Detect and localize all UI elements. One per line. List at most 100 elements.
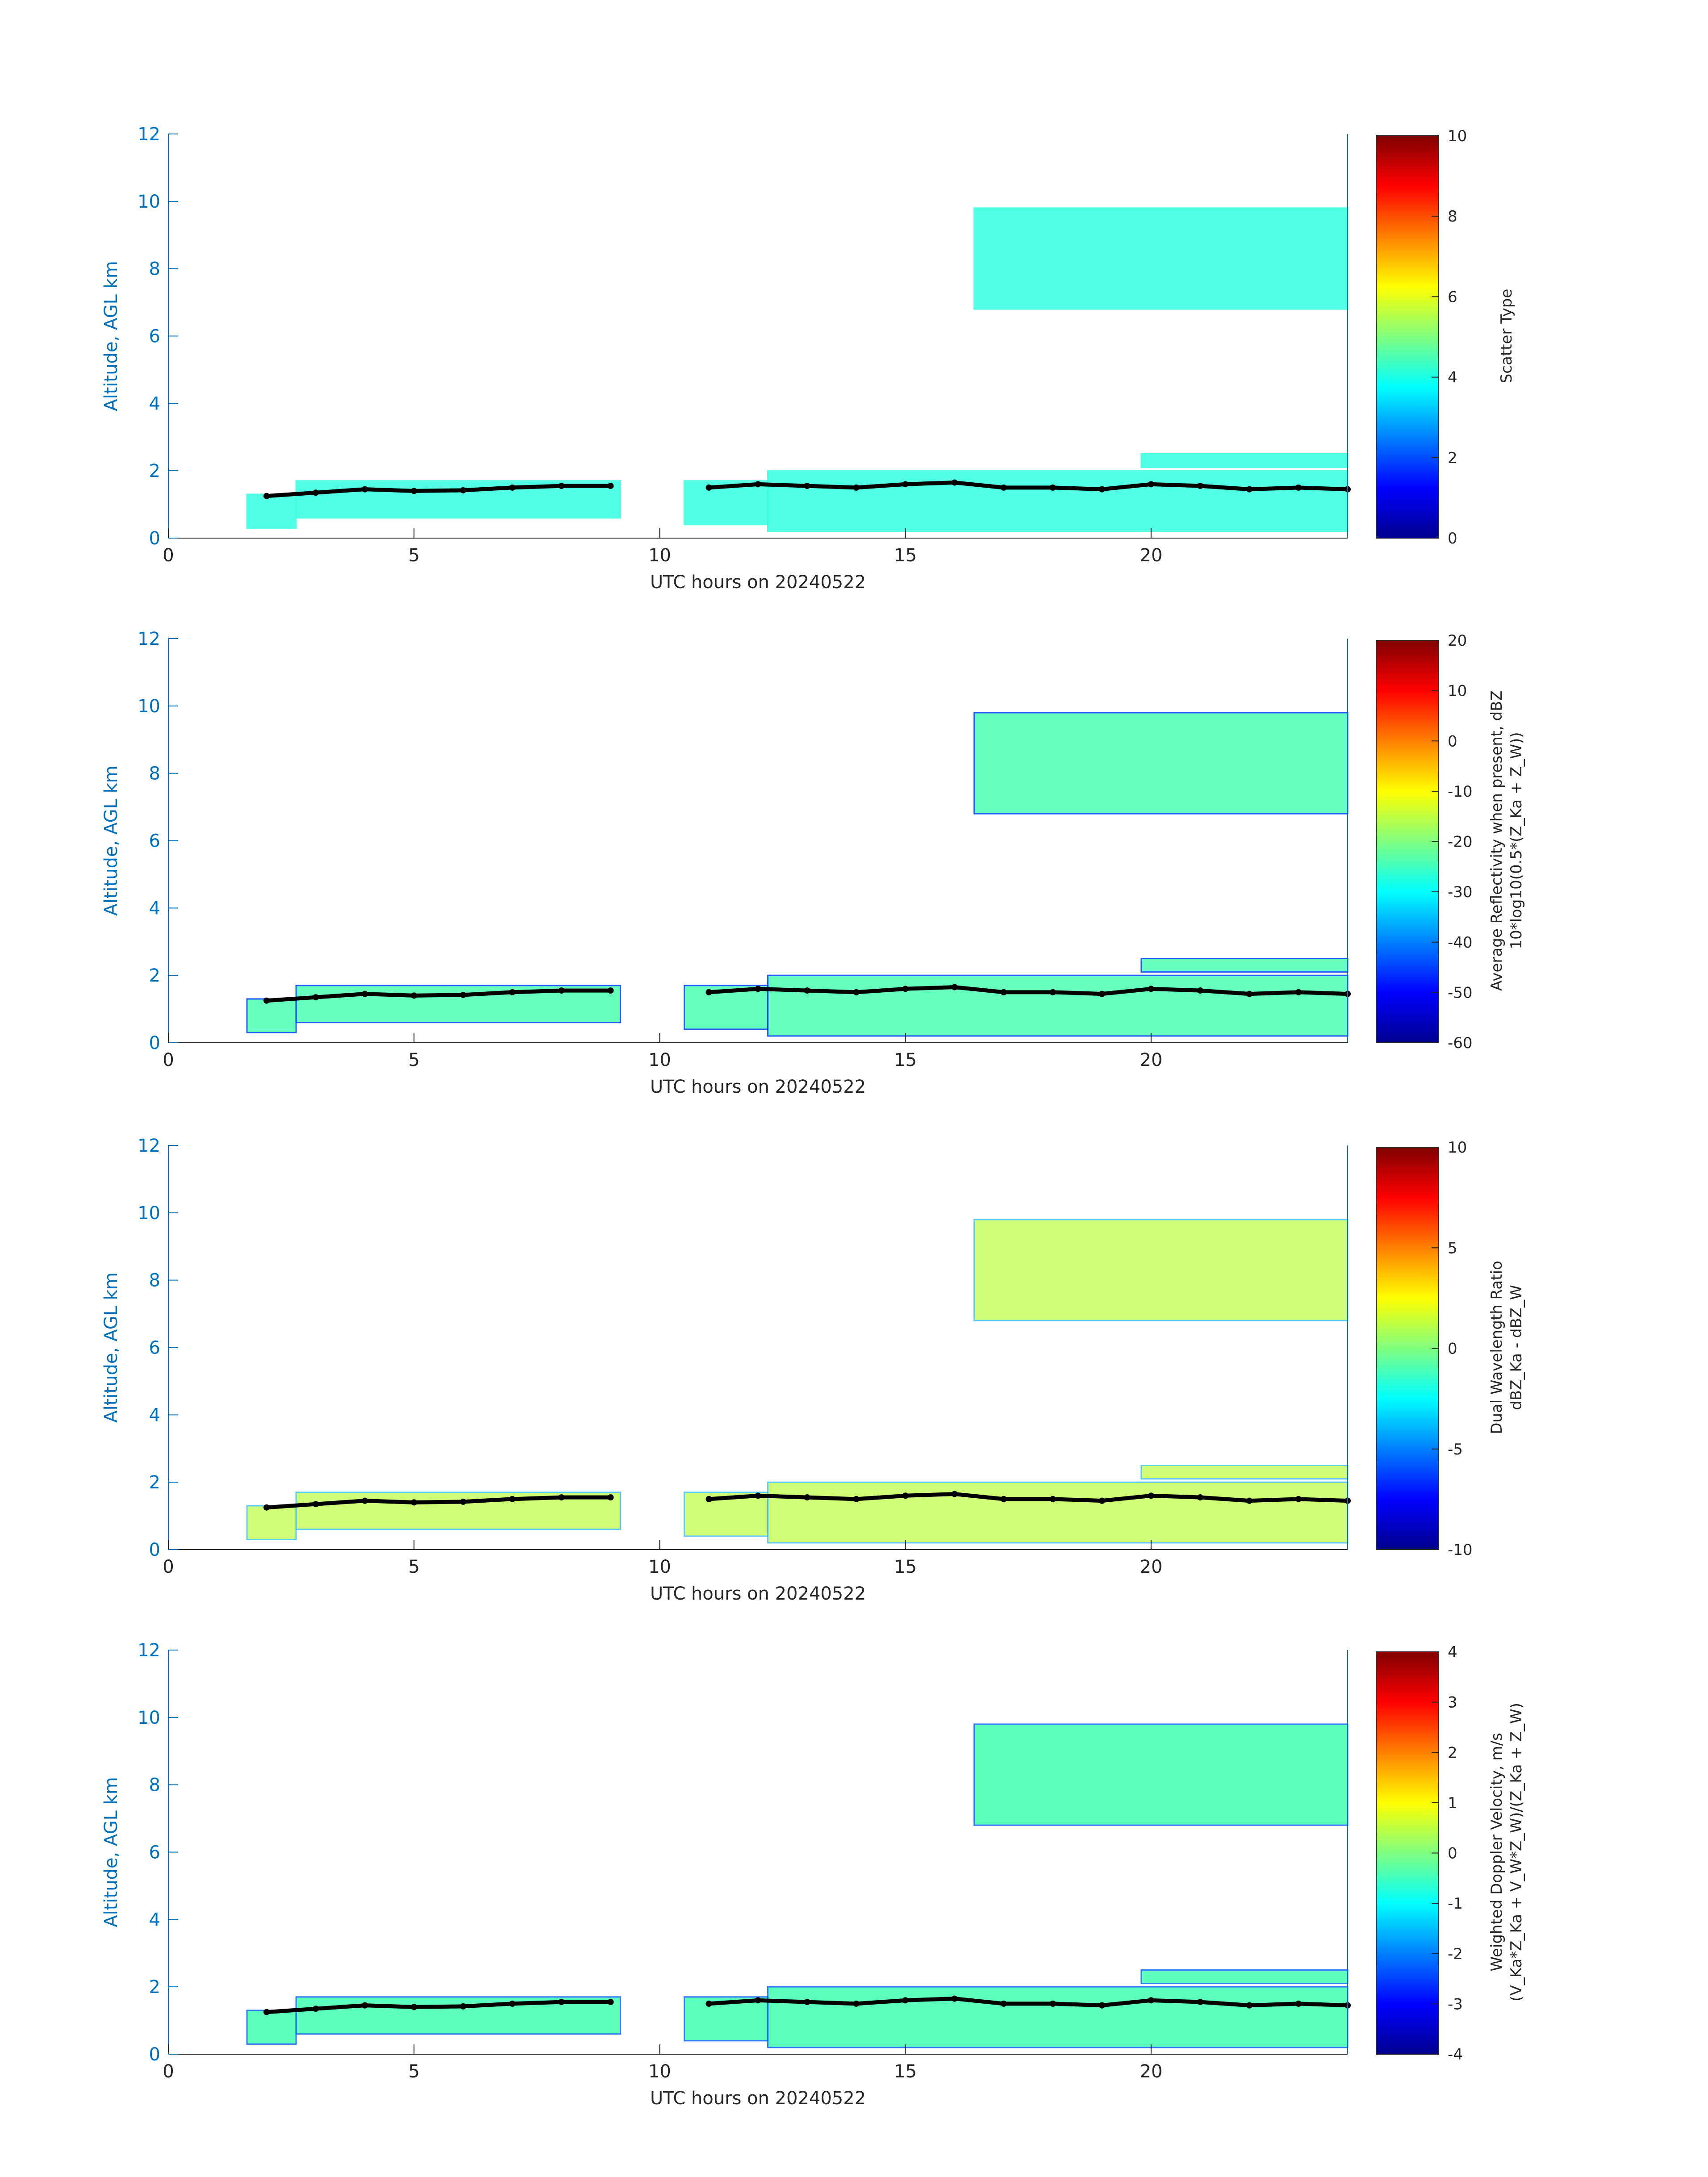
- y-tick-label: 4: [149, 898, 160, 919]
- marker-trace: [807, 2000, 856, 2006]
- colorbar-tick-label: -50: [1448, 984, 1473, 1002]
- y-tick-label: 2: [149, 1977, 160, 1997]
- colorbar-tick-label: 20: [1448, 632, 1467, 650]
- echo-region: [973, 1723, 1349, 1826]
- y-tick-label: 12: [138, 124, 160, 145]
- colorbar-tick-label: -10: [1448, 1541, 1473, 1559]
- x-tick-label: 20: [1140, 1557, 1162, 1577]
- y-tick-label: 4: [149, 393, 160, 414]
- echo-region: [1140, 957, 1349, 973]
- marker-trace: [1249, 2002, 1299, 2008]
- echo-region: [246, 2010, 297, 2045]
- x-tick-label: 0: [163, 545, 174, 566]
- x-tick-label: 5: [408, 2061, 419, 2082]
- marker-trace: [758, 986, 807, 993]
- y-axis-label: Altitude, AGL km: [101, 1777, 121, 1927]
- marker-trace: [1249, 485, 1299, 492]
- marker-trace: [905, 1492, 955, 1498]
- x-tick-label: 15: [894, 2061, 917, 2082]
- marker-trace: [905, 985, 955, 991]
- echo-region: [767, 1986, 1349, 2048]
- marker-trace: [414, 2004, 464, 2009]
- marker-trace: [1102, 1998, 1152, 2008]
- marker-trace: [1052, 990, 1102, 996]
- echo-region: [246, 1505, 297, 1540]
- marker-trace: [1200, 1495, 1250, 1503]
- cloud-base-markers: [263, 1491, 1351, 1511]
- y-tick-label: 10: [138, 696, 160, 717]
- colorbar-tick-label: 1: [1448, 1794, 1457, 1812]
- y-axis-label: Altitude, AGL km: [101, 261, 121, 411]
- colorbar-gradient: [1376, 1147, 1439, 1550]
- marker-trace: [365, 992, 414, 998]
- y-tick-label: 4: [149, 1910, 160, 1930]
- x-tick-label: 0: [163, 1050, 174, 1070]
- panel-2: 0 5 10 15 20 0 2 4 6 8 10 12 UTC hours on 20240522 Al…: [101, 629, 1525, 1097]
- panel-3: 0 5 10 15 20 0 2 4 6 8 10 12 UTC hours on 20240522 Al…: [101, 1136, 1525, 1604]
- colorbar-tick-label: 4: [1448, 369, 1457, 387]
- colorbar-tick-label: -4: [1448, 2046, 1463, 2064]
- marker-trace: [365, 487, 414, 493]
- y-tick-label: 0: [149, 1033, 160, 1053]
- x-tick-label: 5: [408, 1557, 419, 1577]
- y-tick-label: 8: [149, 764, 160, 784]
- colorbar: 0 2 4 6 8 10 Scatter Type: [1376, 127, 1516, 547]
- colorbar-tick-label: -10: [1448, 783, 1473, 801]
- colorbar-tick-label: 5: [1448, 1239, 1457, 1257]
- colorbar-tick-label: -2: [1448, 1945, 1463, 1963]
- marker-trace: [1151, 986, 1201, 993]
- x-tick-label: 15: [894, 545, 917, 566]
- marker-trace: [1298, 1497, 1348, 1503]
- colorbar-tick-label: -5: [1448, 1441, 1463, 1458]
- marker-trace: [315, 992, 365, 999]
- marker-trace: [414, 993, 464, 998]
- marker-trace: [1249, 990, 1299, 996]
- y-tick-label: 4: [149, 1405, 160, 1425]
- marker-trace: [856, 482, 906, 490]
- colorbar-tick-label: -1: [1448, 1895, 1463, 1913]
- cloud-base-markers: [263, 1995, 1351, 2015]
- y-tick-label: 10: [138, 1708, 160, 1728]
- marker-trace: [709, 986, 758, 994]
- y-tick-label: 8: [149, 1270, 160, 1291]
- y-tick-label: 12: [138, 1640, 160, 1661]
- colorbar-tick-label: 10: [1448, 127, 1467, 145]
- marker-trace: [266, 995, 316, 1003]
- echo-region: [767, 470, 1349, 532]
- marker-trace: [1052, 1497, 1102, 1503]
- x-tick-label: 20: [1140, 545, 1162, 566]
- marker-trace: [1052, 485, 1102, 492]
- colorbar-label: Average Reflectivity when present, dBZ: [1488, 690, 1506, 991]
- echo-region: [295, 1996, 621, 2035]
- marker-trace: [512, 484, 562, 490]
- y-tick-label: 2: [149, 965, 160, 986]
- marker-trace: [954, 1997, 1004, 2006]
- echo-region: [973, 1219, 1349, 1321]
- x-tick-label: 10: [648, 1557, 671, 1577]
- marker-trace: [807, 988, 856, 994]
- y-tick-label: 0: [149, 2044, 160, 2065]
- colorbar: -60 -50 -40 -30 -20 -10 0 10 20 Average Reflectiv…: [1376, 632, 1525, 1052]
- marker-trace: [954, 481, 1004, 490]
- y-tick-label: 12: [138, 629, 160, 649]
- marker-trace: [758, 482, 807, 488]
- marker-trace: [1102, 482, 1152, 492]
- colorbar-tick-label: 2: [1448, 449, 1457, 467]
- colorbar-tick-label: -40: [1448, 934, 1473, 952]
- marker-trace: [807, 484, 856, 490]
- marker-trace: [463, 1497, 513, 1504]
- marker-trace: [1249, 1497, 1299, 1503]
- marker-trace: [512, 1495, 562, 1501]
- echo-region: [973, 712, 1349, 815]
- marker-trace: [512, 988, 562, 994]
- marker-trace: [414, 488, 464, 493]
- y-tick-label: 10: [138, 1203, 160, 1224]
- y-tick-label: 10: [138, 192, 160, 212]
- marker-trace: [1200, 484, 1250, 492]
- marker-trace: [1052, 2002, 1102, 2008]
- radar-field: [246, 1723, 1349, 2048]
- marker-trace: [266, 1502, 316, 1510]
